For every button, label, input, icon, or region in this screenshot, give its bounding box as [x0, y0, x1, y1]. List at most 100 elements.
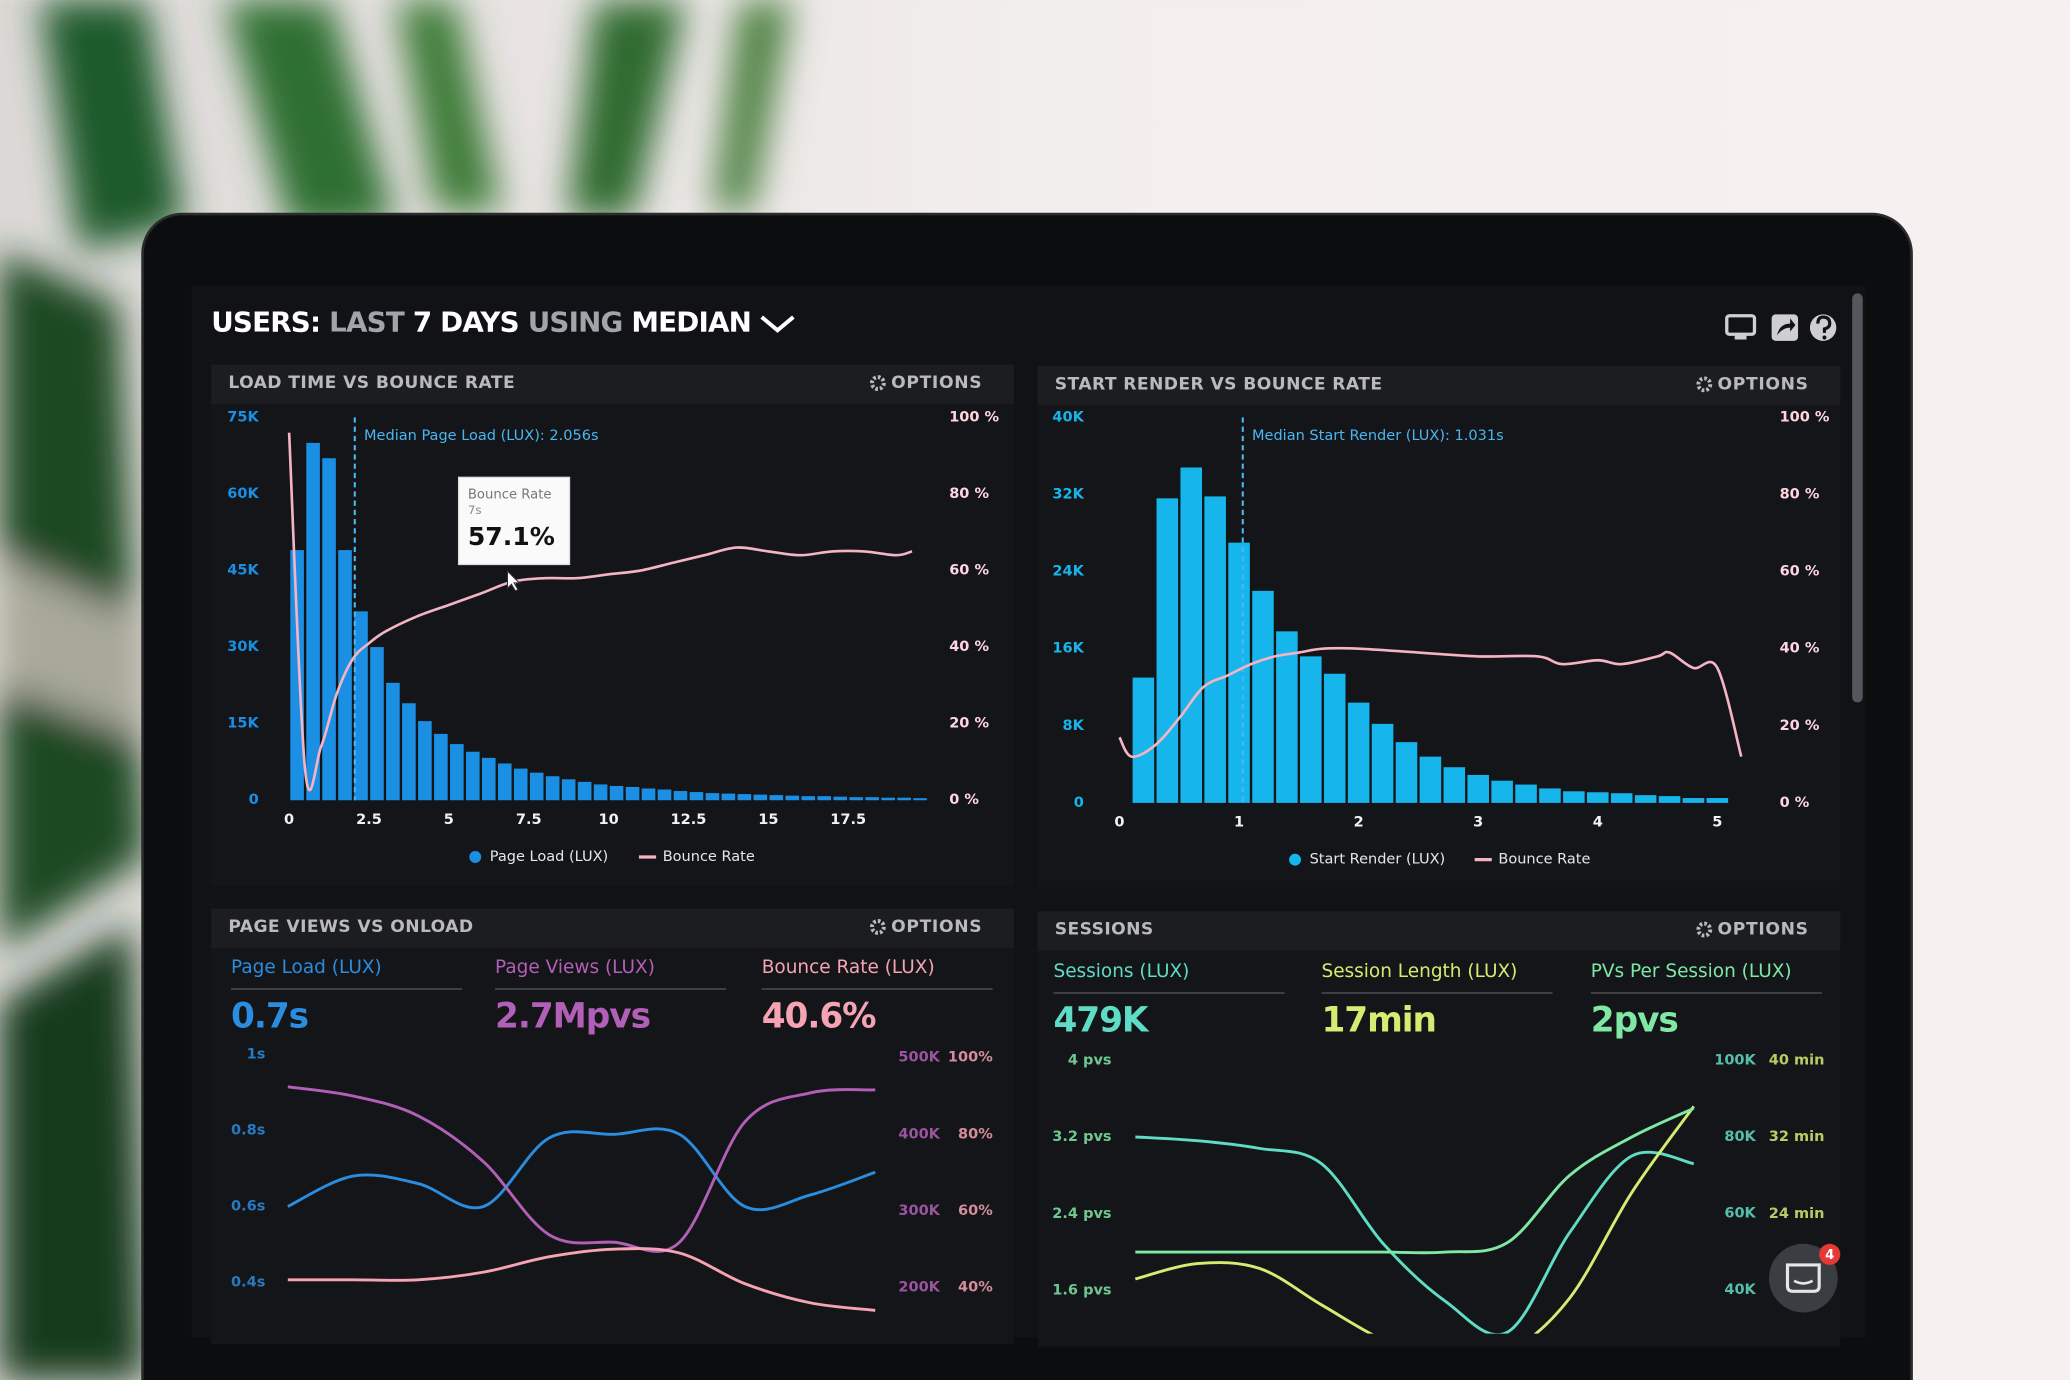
gear-icon[interactable]	[869, 919, 886, 935]
y-tick-label: 0.8s	[231, 1122, 265, 1138]
y2-tick-label: 20 %	[949, 716, 989, 732]
legend-label: Bounce Rate	[663, 849, 755, 865]
bar	[1132, 677, 1155, 803]
bar	[1634, 795, 1657, 803]
x-tick-label: 0	[284, 812, 294, 828]
gear-icon[interactable]	[869, 375, 886, 391]
bar	[354, 611, 368, 801]
bar	[306, 442, 320, 801]
options-button[interactable]: OPTIONS	[1696, 920, 1809, 940]
options-label[interactable]: OPTIONS	[891, 373, 982, 393]
bar	[1300, 656, 1322, 803]
options-button[interactable]: OPTIONS	[869, 373, 982, 393]
x-tick-label: 2	[1354, 815, 1364, 831]
x-tick-label: 0	[1114, 815, 1124, 831]
share-icon[interactable]	[1771, 314, 1799, 341]
x-tick-label: 4	[1593, 815, 1603, 831]
bar	[290, 550, 304, 801]
kpi-value: 479K	[1053, 1001, 1149, 1041]
y3-tick-label: 40 min	[1769, 1052, 1825, 1068]
options-label[interactable]: OPTIONS	[1718, 920, 1809, 940]
bar	[1706, 798, 1729, 803]
bar	[370, 647, 384, 801]
gear-icon[interactable]	[1696, 376, 1713, 393]
y-tick-label: 0	[249, 792, 259, 808]
panel-title: SESSIONS	[1055, 920, 1154, 940]
dropdown-chevron[interactable]	[760, 315, 795, 333]
bar	[1682, 798, 1705, 803]
y-tick-label: 1.6 pvs	[1052, 1282, 1111, 1298]
bar	[577, 781, 592, 801]
bar	[402, 703, 416, 801]
y-tick-label: 0.6s	[231, 1198, 265, 1214]
y3-tick-label: 60%	[958, 1203, 993, 1219]
bar	[849, 797, 863, 801]
options-button[interactable]: OPTIONS	[869, 917, 982, 937]
badge	[1819, 1243, 1841, 1265]
y3-tick-label: 40%	[958, 1279, 993, 1295]
bar	[705, 793, 720, 801]
kpi-label: Page Views (LUX)	[495, 957, 655, 978]
y-tick-label: 4 pvs	[1068, 1052, 1112, 1068]
y-tick-label: 15K	[227, 716, 259, 732]
bar	[1419, 756, 1442, 803]
help-icon[interactable]	[1809, 314, 1837, 341]
bar	[1539, 788, 1561, 803]
y2-tick-label: 100 %	[949, 409, 999, 425]
panel-header	[211, 908, 1014, 949]
y2-tick-label: 40 %	[1780, 641, 1820, 657]
y2-tick-label: 60 %	[1780, 564, 1820, 580]
y-tick-label: 30K	[227, 639, 259, 655]
bar	[657, 789, 672, 801]
y2-tick-label: 200K	[898, 1279, 940, 1295]
x-tick-label: 5	[444, 812, 454, 828]
bar	[913, 798, 927, 801]
x-tick-label: 1	[1234, 815, 1244, 831]
gear-icon[interactable]	[1696, 921, 1713, 938]
median-label: Median Start Render (LUX): 1.031s	[1252, 428, 1504, 444]
bar	[1587, 792, 1609, 803]
options-label[interactable]: OPTIONS	[1718, 374, 1809, 394]
tooltip-x: 7s	[468, 503, 482, 517]
plant-leaves	[0, 0, 793, 1380]
y-tick-label: 75K	[227, 409, 259, 425]
bar	[593, 784, 608, 801]
bar	[1347, 702, 1370, 803]
bar	[801, 796, 816, 801]
bar	[1276, 631, 1298, 803]
chat-widget[interactable]: 4	[1769, 1243, 1841, 1313]
y-tick-label: 1s	[247, 1047, 266, 1063]
bar	[1395, 742, 1418, 803]
bounce-rate-line	[287, 432, 913, 792]
kpi-value: 0.7s	[231, 997, 308, 1037]
y-tick-label: 2.4 pvs	[1052, 1206, 1111, 1222]
bar	[450, 744, 464, 801]
panel-header	[211, 364, 1014, 405]
tooltip-value: 57.1%	[468, 522, 555, 551]
y2-tick-label: 80K	[1724, 1129, 1756, 1145]
scrollbar[interactable]	[1852, 293, 1863, 703]
bar	[833, 796, 848, 801]
bar	[753, 794, 768, 801]
kpi-value: 2.7Mpvs	[495, 997, 650, 1037]
bar	[1443, 767, 1466, 803]
legend-swatch	[469, 851, 482, 863]
dashboard-title: USERS: LAST 7 DAYS USING MEDIAN	[211, 306, 751, 339]
y-tick-label: 3.2 pvs	[1052, 1129, 1111, 1145]
bar	[322, 458, 336, 801]
bar	[1491, 780, 1513, 803]
bar	[785, 795, 800, 801]
options-button[interactable]: OPTIONS	[1696, 374, 1809, 394]
monitor-icon[interactable]	[1725, 314, 1757, 340]
bar	[689, 792, 704, 801]
bar	[609, 785, 624, 801]
bar	[434, 733, 448, 801]
y3-tick-label: 32 min	[1769, 1129, 1825, 1145]
panel-header	[1037, 911, 1841, 951]
options-label[interactable]: OPTIONS	[891, 917, 982, 937]
y3-tick-label: 24 min	[1769, 1206, 1825, 1222]
series-line	[1135, 1107, 1695, 1255]
bounce-rate-line	[1118, 646, 1743, 759]
y2-tick-label: 60K	[1724, 1205, 1756, 1221]
